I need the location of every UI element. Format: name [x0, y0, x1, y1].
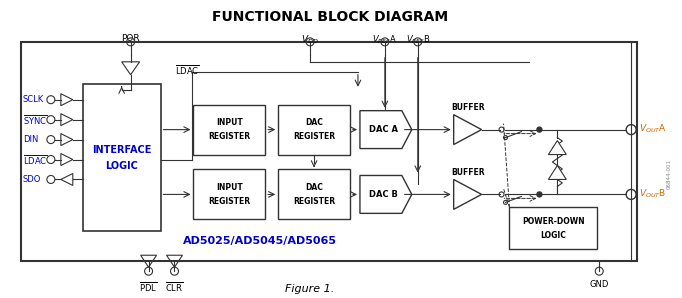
Bar: [278, 170, 350, 219]
Text: LOGIC: LOGIC: [105, 161, 138, 170]
Text: BUFFER: BUFFER: [451, 168, 484, 177]
Text: DAC: DAC: [305, 183, 323, 192]
Text: DAC B: DAC B: [370, 190, 398, 199]
Text: LOGIC: LOGIC: [540, 231, 566, 240]
Bar: [21, 42, 637, 261]
Text: AD5025/AD5045/AD5065: AD5025/AD5045/AD5065: [183, 236, 337, 246]
Polygon shape: [360, 111, 412, 149]
Text: $V_{DD}$: $V_{DD}$: [301, 34, 319, 46]
Text: BUFFER: BUFFER: [451, 103, 484, 112]
Text: Figure 1.: Figure 1.: [286, 284, 335, 294]
Text: POR: POR: [121, 34, 140, 43]
Text: DIN: DIN: [23, 135, 38, 144]
Circle shape: [537, 127, 542, 132]
Bar: [278, 105, 350, 155]
Text: REGISTER: REGISTER: [293, 132, 335, 141]
Bar: [194, 105, 265, 155]
Text: $\overline{\rm SYNC}$: $\overline{\rm SYNC}$: [23, 113, 48, 127]
Polygon shape: [548, 165, 566, 179]
Text: DAC: DAC: [305, 118, 323, 127]
Text: INPUT: INPUT: [216, 183, 243, 192]
Polygon shape: [548, 141, 566, 155]
Bar: [194, 170, 265, 219]
Bar: [509, 207, 597, 249]
Text: POWER-DOWN: POWER-DOWN: [522, 217, 584, 226]
Text: REGISTER: REGISTER: [208, 197, 250, 206]
Text: $\overline{\rm CLR}$: $\overline{\rm CLR}$: [165, 280, 183, 294]
Circle shape: [537, 192, 542, 197]
Text: $V_{REF}$A: $V_{REF}$A: [372, 34, 397, 46]
Text: $\overline{\rm PDL}$: $\overline{\rm PDL}$: [140, 280, 158, 294]
Text: $V_{REF}$B: $V_{REF}$B: [406, 34, 430, 46]
Text: INPUT: INPUT: [216, 118, 243, 127]
Polygon shape: [454, 115, 481, 145]
Polygon shape: [454, 179, 481, 209]
Text: REGISTER: REGISTER: [293, 197, 335, 206]
Text: INTERFACE: INTERFACE: [92, 145, 151, 155]
Text: DAC A: DAC A: [370, 125, 398, 134]
Polygon shape: [360, 176, 412, 213]
Bar: [83, 84, 160, 231]
Text: GND: GND: [589, 280, 609, 289]
Text: REGISTER: REGISTER: [208, 132, 250, 141]
Text: $V_{OUT}$A: $V_{OUT}$A: [639, 122, 667, 135]
Text: $\overline{\rm LDAC}$: $\overline{\rm LDAC}$: [23, 153, 48, 167]
Text: $V_{OUT}$B: $V_{OUT}$B: [639, 187, 666, 200]
Text: SDO: SDO: [23, 175, 42, 184]
Text: $\overline{\rm LDAC}$: $\overline{\rm LDAC}$: [175, 63, 201, 77]
Text: SCLK: SCLK: [23, 95, 44, 104]
Text: FUNCTIONAL BLOCK DIAGRAM: FUNCTIONAL BLOCK DIAGRAM: [212, 10, 448, 24]
Text: 06844-001: 06844-001: [666, 159, 672, 190]
